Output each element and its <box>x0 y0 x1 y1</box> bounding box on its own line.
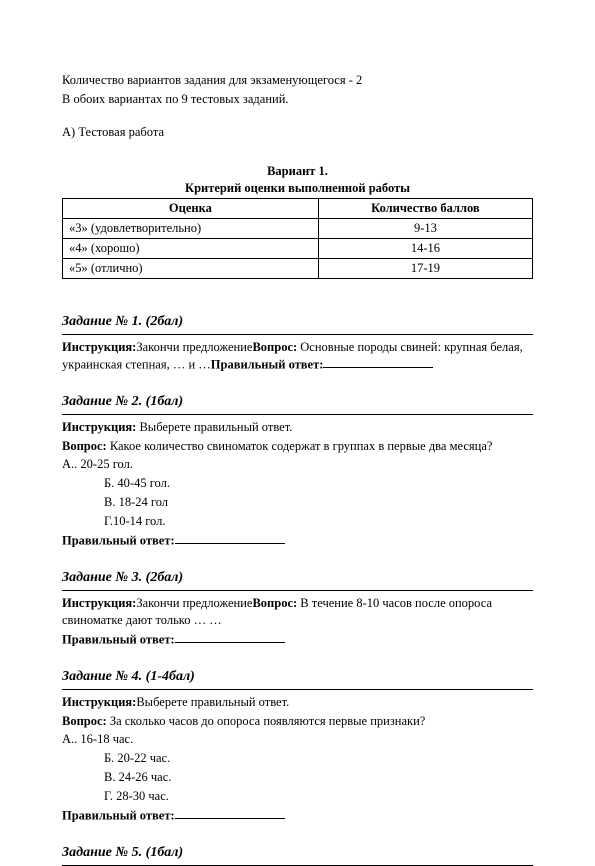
task-1-instruction-line: Инструкция:Закончи предложениеВопрос: Ос… <box>62 339 533 373</box>
task-4-body: Инструкция:Выберете правильный ответ. Во… <box>62 694 533 824</box>
task-2-instruction-line: Инструкция: Выберете правильный ответ. <box>62 419 533 436</box>
task-4-rule <box>62 689 533 690</box>
task-3: Задание № 3. (2бал) Инструкция:Закончи п… <box>62 569 533 648</box>
answer-blank <box>175 631 285 643</box>
table-header-row: Оценка Количество баллов <box>63 199 533 219</box>
task-4-heading: Задание № 4. (1-4бал) <box>62 668 533 687</box>
intro-line-1: Количество вариантов задания для экзамен… <box>62 72 533 89</box>
criteria-table: Оценка Количество баллов «3» (удовлетвор… <box>62 198 533 279</box>
table-row: «3» (удовлетворительно) 9-13 <box>63 219 533 239</box>
task-2-options: Б. 40-45 гол. В. 18-24 гол Г.10-14 гол. <box>104 475 533 530</box>
task-4-instr-label: Инструкция: <box>62 695 136 709</box>
task-1-heading: Задание № 1. (2бал) <box>62 313 533 332</box>
intro-line-2: В обоих вариантах по 9 тестовых заданий. <box>62 91 533 108</box>
task-2-option-b: Б. 40-45 гол. <box>104 475 533 492</box>
task-3-heading: Задание № 3. (2бал) <box>62 569 533 588</box>
answer-blank <box>323 356 433 368</box>
task-4-ans-label: Правильный ответ: <box>62 808 175 822</box>
task-3-rule <box>62 590 533 591</box>
task-3-instr-text: Закончи предложение <box>136 596 252 610</box>
answer-blank <box>175 532 285 544</box>
task-1-body: Инструкция:Закончи предложениеВопрос: Ос… <box>62 339 533 373</box>
task-4-q-label: Вопрос: <box>62 714 107 728</box>
task-2-rule <box>62 414 533 415</box>
variant-title: Вариант 1. <box>62 163 533 180</box>
task-2-answer-line: Правильный ответ: <box>62 532 533 549</box>
task-2-option-c: В. 18-24 гол <box>104 494 533 511</box>
task-5: Задание № 5. (1бал) <box>62 844 533 866</box>
criteria-score-cell: 17-19 <box>318 259 532 279</box>
task-2-q-label: Вопрос: <box>62 439 107 453</box>
task-1-ans-label: Правильный ответ: <box>211 357 324 371</box>
task-3-answer-line: Правильный ответ: <box>62 631 533 648</box>
task-2-instr-text: Выберете правильный ответ. <box>136 420 292 434</box>
task-4-option-c: В. 24-26 час. <box>104 769 533 786</box>
criteria-grade-cell: «4» (хорошо) <box>63 239 319 259</box>
task-1: Задание № 1. (2бал) Инструкция:Закончи п… <box>62 313 533 373</box>
task-2-option-a: А.. 20-25 гол. <box>62 456 533 473</box>
task-4-answer-line: Правильный ответ: <box>62 807 533 824</box>
task-2-q-text: Какое количество свиноматок содержат в г… <box>107 439 493 453</box>
criteria-grade-cell: «3» (удовлетворительно) <box>63 219 319 239</box>
task-4-instruction-line: Инструкция:Выберете правильный ответ. <box>62 694 533 711</box>
criteria-header-grade: Оценка <box>63 199 319 219</box>
task-3-q-label: Вопрос: <box>252 596 297 610</box>
table-row: «5» (отлично) 17-19 <box>63 259 533 279</box>
task-1-q-label: Вопрос: <box>252 340 297 354</box>
task-3-instruction-line: Инструкция:Закончи предложениеВопрос: В … <box>62 595 533 629</box>
task-2-heading: Задание № 2. (1бал) <box>62 393 533 412</box>
table-row: «4» (хорошо) 14-16 <box>63 239 533 259</box>
task-1-instr-text: Закончи предложение <box>136 340 252 354</box>
task-2-body: Инструкция: Выберете правильный ответ. В… <box>62 419 533 549</box>
task-2: Задание № 2. (1бал) Инструкция: Выберете… <box>62 393 533 549</box>
task-4-option-a: А.. 16-18 час. <box>62 731 533 748</box>
task-2-instr-label: Инструкция: <box>62 420 136 434</box>
task-5-heading: Задание № 5. (1бал) <box>62 844 533 863</box>
task-4-q-text: За сколько часов до опороса появляются п… <box>107 714 426 728</box>
section-a-label: А) Тестовая работа <box>62 124 533 141</box>
task-3-ans-label: Правильный ответ: <box>62 632 175 646</box>
document-page: Количество вариантов задания для экзамен… <box>0 0 595 842</box>
criteria-score-cell: 14-16 <box>318 239 532 259</box>
task-4-question-line: Вопрос: За сколько часов до опороса появ… <box>62 713 533 730</box>
task-4-options: Б. 20-22 час. В. 24-26 час. Г. 28-30 час… <box>104 750 533 805</box>
criteria-header-score: Количество баллов <box>318 199 532 219</box>
task-4-option-b: Б. 20-22 час. <box>104 750 533 767</box>
task-4-instr-text: Выберете правильный ответ. <box>136 695 289 709</box>
task-2-question-line: Вопрос: Какое количество свиноматок соде… <box>62 438 533 455</box>
criteria-grade-cell: «5» (отлично) <box>63 259 319 279</box>
intro-block: Количество вариантов задания для экзамен… <box>62 72 533 108</box>
task-3-instr-label: Инструкция: <box>62 596 136 610</box>
answer-blank <box>175 807 285 819</box>
task-1-instr-label: Инструкция: <box>62 340 136 354</box>
task-4-option-d: Г. 28-30 час. <box>104 788 533 805</box>
task-2-option-d: Г.10-14 гол. <box>104 513 533 530</box>
criteria-score-cell: 9-13 <box>318 219 532 239</box>
task-3-body: Инструкция:Закончи предложениеВопрос: В … <box>62 595 533 648</box>
task-1-rule <box>62 334 533 335</box>
task-4: Задание № 4. (1-4бал) Инструкция:Выберет… <box>62 668 533 824</box>
task-2-ans-label: Правильный ответ: <box>62 533 175 547</box>
criteria-title: Критерий оценки выполненной работы <box>62 180 533 197</box>
